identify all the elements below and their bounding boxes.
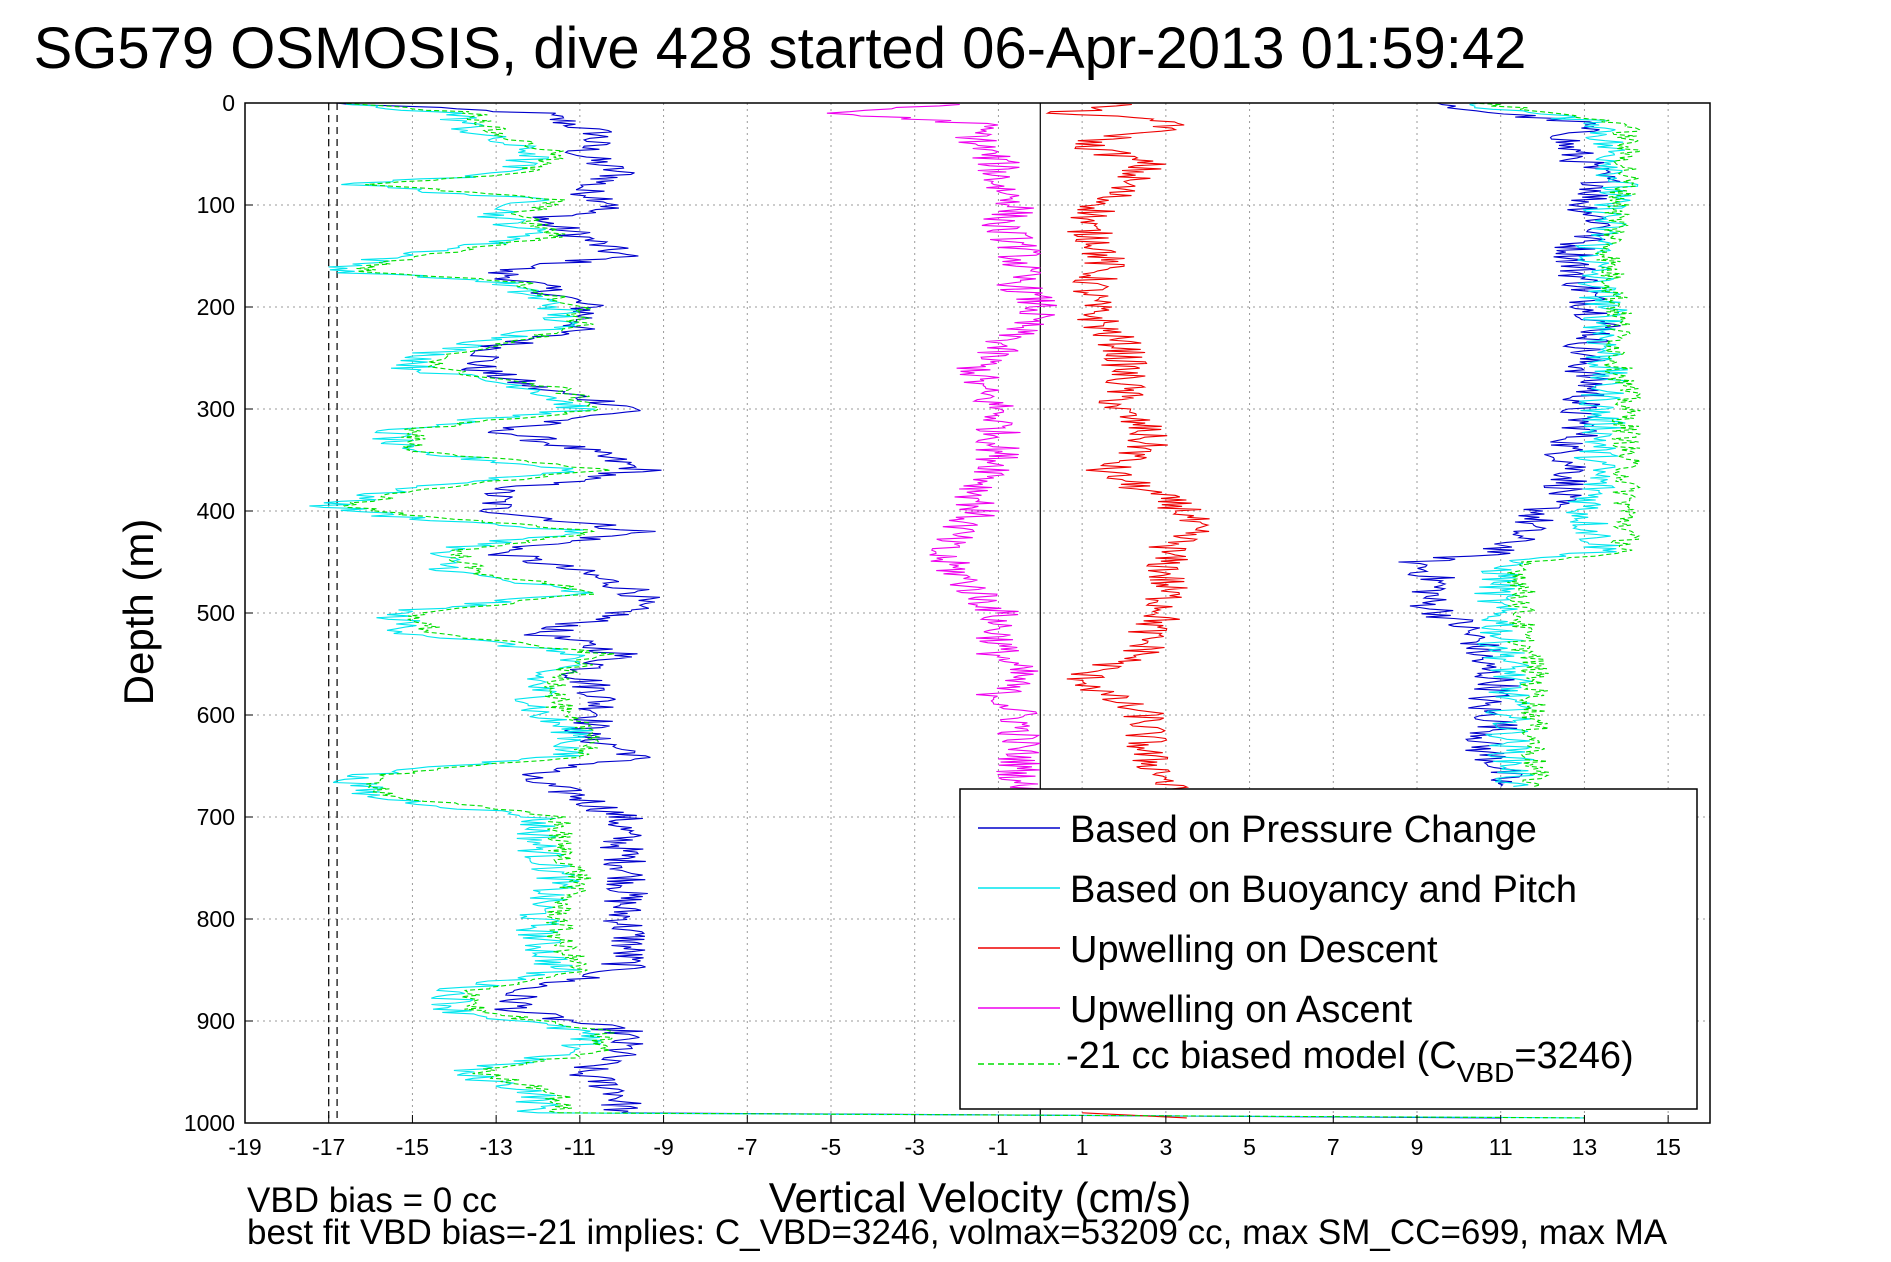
x-tick-label: -5 xyxy=(821,1134,841,1160)
x-tick-label: 1 xyxy=(1076,1134,1089,1160)
legend-label-ascent: Upwelling on Ascent xyxy=(1070,989,1413,1031)
plot-series xyxy=(309,102,1642,1119)
x-tick-label: -13 xyxy=(480,1134,513,1160)
series-line-4-0 xyxy=(338,102,615,1114)
y-axis-label: Depth (m) xyxy=(115,519,162,706)
x-tick-label: 5 xyxy=(1243,1134,1256,1160)
y-tick-label: 1000 xyxy=(184,1110,235,1136)
series-line-1-0 xyxy=(309,102,602,1114)
legend-model-prefix: -21 cc biased model (C xyxy=(1066,1035,1457,1077)
series-line-3-0 xyxy=(826,102,1057,798)
x-tick-label: -3 xyxy=(904,1134,924,1160)
series-line-2-1 xyxy=(1082,1112,1187,1119)
x-axis-label: Vertical Velocity (cm/s) xyxy=(769,1174,1191,1221)
y-axis-ticks: 0 100 200 300 400 500 600 700 800 900 1000 xyxy=(184,90,253,1136)
y-tick-label: 400 xyxy=(197,498,235,524)
x-tick-label: -11 xyxy=(564,1134,596,1160)
legend-label-model: -21 cc biased model (CVBD=3246) xyxy=(1066,1035,1634,1088)
y-tick-label: 0 xyxy=(222,90,235,116)
series-line-1-2 xyxy=(1469,102,1639,787)
chart-title: SG579 OSMOSIS, dive 428 started 06-Apr-2… xyxy=(34,16,1527,81)
y-tick-label: 700 xyxy=(197,804,235,830)
series-line-4-1 xyxy=(558,1112,1585,1119)
series-line-0-2 xyxy=(1398,102,1621,787)
y-tick-label: 900 xyxy=(197,1008,235,1034)
x-tick-label: 11 xyxy=(1489,1134,1513,1160)
y-tick-label: 100 xyxy=(197,192,235,218)
x-tick-label: -1 xyxy=(988,1134,1008,1160)
x-tick-label: 13 xyxy=(1572,1134,1598,1160)
series-line-2-0 xyxy=(1045,102,1210,798)
legend: Based on Pressure Change Based on Buoyan… xyxy=(959,788,1698,1110)
x-axis-ticks: -19 -17 -15 -13 -11 -9 -7 -5 -3 -1 1 3 5 7 9 11 13 15 xyxy=(228,1115,1681,1160)
note-best-fit: best fit VBD bias=-21 implies: C_VBD=324… xyxy=(247,1213,1668,1252)
legend-label-descent: Upwelling on Descent xyxy=(1070,929,1438,971)
legend-box xyxy=(959,788,1698,1110)
x-tick-label: -9 xyxy=(653,1134,673,1160)
x-tick-label: -19 xyxy=(228,1134,261,1160)
x-tick-label: 7 xyxy=(1327,1134,1340,1160)
series-line-0-0 xyxy=(335,102,662,1114)
legend-model-suffix: =3246) xyxy=(1514,1035,1633,1077)
y-tick-label: 300 xyxy=(197,396,235,422)
x-tick-label: -15 xyxy=(396,1134,429,1160)
legend-label-buoyancy: Based on Buoyancy and Pitch xyxy=(1070,869,1577,911)
y-tick-label: 500 xyxy=(197,600,235,626)
legend-model-subscript: VBD xyxy=(1457,1057,1515,1088)
y-tick-label: 800 xyxy=(197,906,235,932)
note-vbd-bias: VBD bias = 0 cc xyxy=(247,1181,497,1220)
x-tick-label: 9 xyxy=(1411,1134,1424,1160)
legend-label-pressure: Based on Pressure Change xyxy=(1070,809,1537,851)
x-tick-label: -7 xyxy=(737,1134,757,1160)
y-tick-label: 600 xyxy=(197,702,235,728)
y-tick-label: 200 xyxy=(197,294,235,320)
series-line-4-2 xyxy=(1471,102,1642,787)
x-tick-label: 15 xyxy=(1655,1134,1681,1160)
x-tick-label: -17 xyxy=(312,1134,345,1160)
x-tick-label: 3 xyxy=(1159,1134,1172,1160)
